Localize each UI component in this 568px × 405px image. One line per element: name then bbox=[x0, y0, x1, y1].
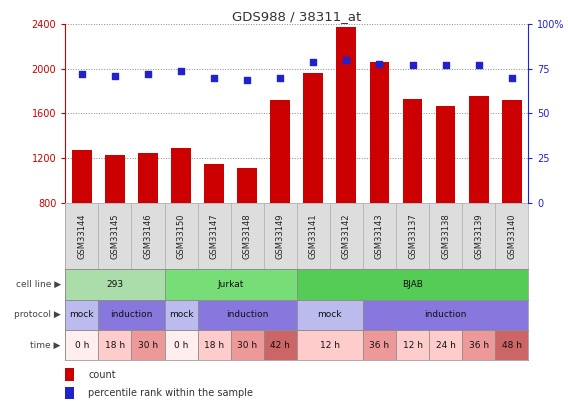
Bar bbox=[138, 153, 158, 202]
Text: cell line ▶: cell line ▶ bbox=[15, 280, 61, 289]
Bar bbox=[105, 155, 125, 202]
Bar bbox=[429, 330, 462, 360]
Point bbox=[110, 73, 119, 79]
Text: GSM33140: GSM33140 bbox=[507, 213, 516, 259]
Bar bbox=[165, 269, 296, 300]
Bar bbox=[336, 27, 356, 202]
Bar bbox=[65, 269, 165, 300]
Text: mock: mock bbox=[318, 310, 342, 320]
Text: 12 h: 12 h bbox=[403, 341, 423, 350]
Bar bbox=[72, 150, 92, 202]
Bar bbox=[98, 330, 131, 360]
Point bbox=[77, 71, 86, 77]
Text: GSM33139: GSM33139 bbox=[474, 213, 483, 259]
Bar bbox=[237, 168, 257, 202]
Bar bbox=[65, 368, 74, 381]
Text: 18 h: 18 h bbox=[204, 341, 224, 350]
Text: 30 h: 30 h bbox=[237, 341, 257, 350]
Bar bbox=[198, 300, 297, 330]
Text: 24 h: 24 h bbox=[436, 341, 456, 350]
Bar bbox=[495, 330, 528, 360]
Bar bbox=[363, 300, 528, 330]
Text: induction: induction bbox=[226, 310, 268, 320]
Text: 48 h: 48 h bbox=[502, 341, 521, 350]
Text: 18 h: 18 h bbox=[105, 341, 125, 350]
Text: GSM33145: GSM33145 bbox=[110, 213, 119, 259]
Bar bbox=[165, 300, 198, 330]
Text: Jurkat: Jurkat bbox=[218, 280, 244, 289]
Text: count: count bbox=[88, 370, 116, 380]
Text: 0 h: 0 h bbox=[74, 341, 89, 350]
Text: 12 h: 12 h bbox=[320, 341, 340, 350]
Bar bbox=[98, 300, 165, 330]
Bar bbox=[65, 386, 74, 399]
Text: 36 h: 36 h bbox=[369, 341, 390, 350]
Point bbox=[243, 76, 252, 83]
Text: GSM33150: GSM33150 bbox=[177, 213, 186, 259]
Point bbox=[507, 75, 516, 81]
Bar bbox=[204, 164, 224, 202]
Text: GSM33148: GSM33148 bbox=[243, 213, 252, 259]
Bar bbox=[264, 330, 297, 360]
Text: GSM33146: GSM33146 bbox=[144, 213, 152, 259]
Text: induction: induction bbox=[110, 310, 153, 320]
Text: 30 h: 30 h bbox=[138, 341, 158, 350]
Text: 42 h: 42 h bbox=[270, 341, 290, 350]
Bar bbox=[396, 330, 429, 360]
Point bbox=[441, 62, 450, 68]
Text: GSM33142: GSM33142 bbox=[342, 213, 351, 259]
Text: induction: induction bbox=[424, 310, 467, 320]
Text: BJAB: BJAB bbox=[402, 280, 423, 289]
Text: GSM33141: GSM33141 bbox=[309, 213, 318, 259]
Bar bbox=[363, 330, 396, 360]
Bar bbox=[198, 330, 231, 360]
Point bbox=[342, 57, 351, 63]
Text: GSM33144: GSM33144 bbox=[77, 213, 86, 259]
Bar bbox=[270, 100, 290, 202]
Text: 36 h: 36 h bbox=[469, 341, 488, 350]
Text: protocol ▶: protocol ▶ bbox=[14, 310, 61, 320]
Bar bbox=[370, 62, 390, 202]
Point bbox=[177, 67, 186, 74]
Text: GSM33147: GSM33147 bbox=[210, 213, 219, 259]
Bar bbox=[502, 100, 521, 202]
Text: GSM33137: GSM33137 bbox=[408, 213, 417, 259]
Bar bbox=[462, 330, 495, 360]
Point bbox=[375, 60, 384, 67]
Text: percentile rank within the sample: percentile rank within the sample bbox=[88, 388, 253, 398]
Bar bbox=[65, 300, 98, 330]
Text: GSM33143: GSM33143 bbox=[375, 213, 384, 259]
Bar bbox=[131, 330, 165, 360]
Title: GDS988 / 38311_at: GDS988 / 38311_at bbox=[232, 10, 361, 23]
Bar bbox=[171, 148, 191, 202]
Point bbox=[408, 62, 417, 68]
Bar bbox=[65, 330, 98, 360]
Bar bbox=[297, 300, 363, 330]
Point bbox=[474, 62, 483, 68]
Bar bbox=[165, 330, 198, 360]
Text: GSM33149: GSM33149 bbox=[275, 213, 285, 259]
Text: GSM33138: GSM33138 bbox=[441, 213, 450, 259]
Bar bbox=[469, 96, 488, 202]
Bar bbox=[297, 269, 528, 300]
Text: mock: mock bbox=[169, 310, 193, 320]
Point bbox=[275, 75, 285, 81]
Text: 0 h: 0 h bbox=[174, 341, 188, 350]
Point bbox=[309, 58, 318, 65]
Bar bbox=[436, 106, 456, 202]
Bar bbox=[403, 99, 423, 202]
Bar bbox=[297, 330, 363, 360]
Bar bbox=[231, 330, 264, 360]
Point bbox=[210, 75, 219, 81]
Text: 293: 293 bbox=[106, 280, 123, 289]
Text: time ▶: time ▶ bbox=[30, 341, 61, 350]
Text: mock: mock bbox=[70, 310, 94, 320]
Bar bbox=[303, 73, 323, 202]
Point bbox=[144, 71, 153, 77]
